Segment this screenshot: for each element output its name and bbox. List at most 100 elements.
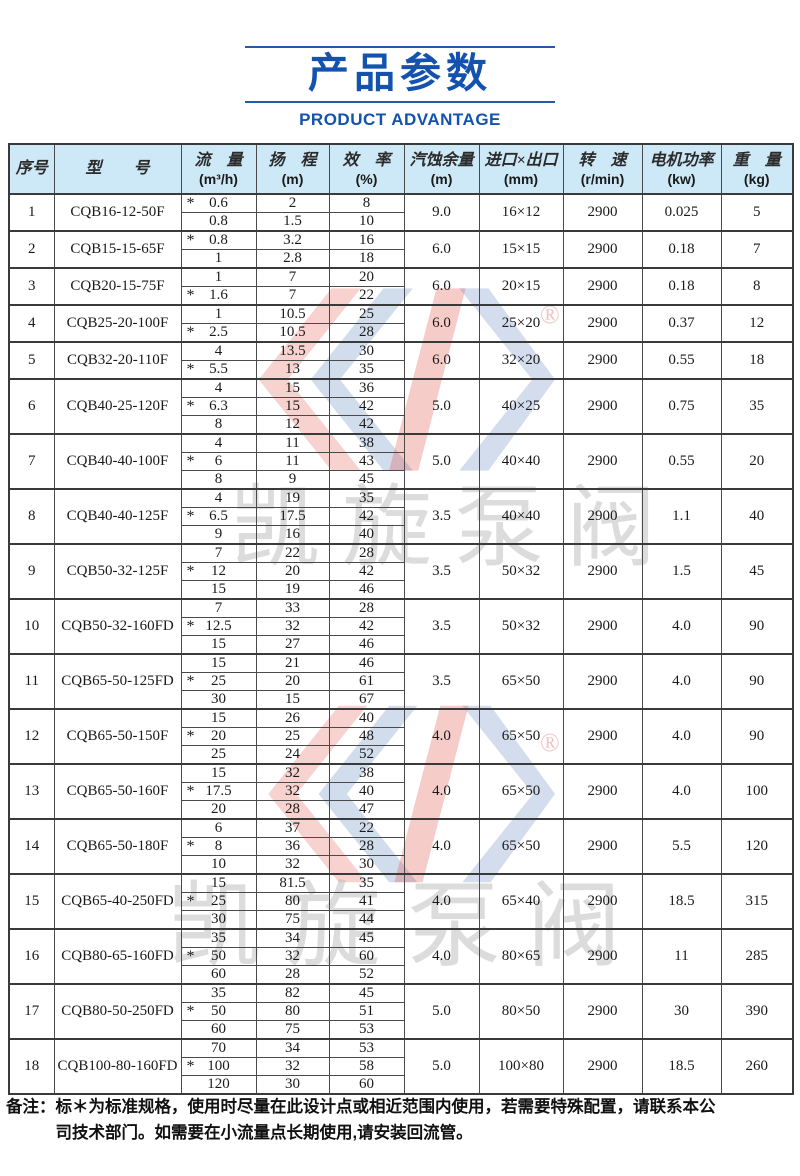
speed-cell: 2900 (562, 193, 643, 232)
efficiency-cell: 41 (328, 892, 405, 911)
head-cell: 9 (255, 470, 330, 490)
model-cell: CQB50-32-160FD (53, 598, 182, 655)
head-cell: 25 (255, 727, 330, 746)
flow-value: 9 (214, 526, 223, 542)
efficiency-cell: 52 (328, 745, 405, 765)
weight-cell: 7 (720, 230, 794, 269)
flow-value: 50 (211, 948, 226, 965)
head-cell: 75 (255, 910, 330, 930)
flow-value: 8 (214, 838, 223, 855)
table-row: 15 27 46 (9, 635, 793, 655)
weight-cell: 12 (720, 304, 794, 343)
head-cell: 2 (255, 193, 330, 213)
npsh-cell: 5.0 (403, 378, 480, 435)
table-row: * 50 80 51 (9, 1002, 793, 1021)
table-row: 3 CQB20-15-75F 1 7 20 6.0 20×15 2900 0.18 8 (8, 267, 794, 306)
head-cell: 15 (255, 690, 330, 710)
flow-value: 15 (211, 765, 226, 781)
table-row: * 6.3 15 42 (9, 397, 793, 416)
flow-value: 6 (214, 820, 223, 836)
model-cell: CQB65-50-150F (53, 708, 182, 765)
power-cell: 0.18 (641, 230, 722, 269)
flow-cell: 7 (180, 598, 257, 618)
standard-spec-star: * (186, 507, 195, 525)
flow-cell: 4 (180, 433, 257, 453)
head-cell: 75 (255, 1020, 330, 1040)
power-cell: 18.5 (641, 1038, 722, 1095)
speed-cell: 2900 (562, 543, 643, 600)
head-cell: 32 (255, 855, 330, 875)
power-cell: 18.5 (641, 873, 722, 930)
efficiency-cell: 38 (328, 433, 405, 453)
head-cell: 30 (255, 1075, 330, 1095)
power-cell: 5.5 (641, 818, 722, 875)
flow-cell: 7 (180, 543, 257, 563)
footnote: 备注： 标＊为标准规格，使用时尽量在此设计点或相近范围内使用，若需要特殊配置，请… (6, 1094, 796, 1147)
efficiency-cell: 25 (328, 304, 405, 324)
ports-cell: 80×65 (478, 928, 564, 985)
flow-cell: 4 (180, 378, 257, 398)
flow-cell: * 17.5 (180, 782, 257, 801)
flow-cell: * 6.3 (180, 397, 257, 416)
serial-cell: 14 (8, 818, 55, 875)
head-cell: 33 (255, 598, 330, 618)
flow-value: 60 (211, 1021, 226, 1037)
ports-cell: 65×50 (478, 653, 564, 710)
standard-spec-star: * (186, 947, 195, 965)
npsh-cell: 4.0 (403, 873, 480, 930)
ports-cell: 25×20 (478, 304, 564, 343)
speed-cell: 2900 (562, 433, 643, 490)
flow-value: 1 (214, 269, 223, 285)
ports-cell: 65×40 (478, 873, 564, 930)
flow-value: 0.6 (209, 195, 228, 211)
flow-cell: 35 (180, 983, 257, 1003)
speed-cell: 2900 (562, 873, 643, 930)
head-cell: 19 (255, 488, 330, 508)
flow-cell: 15 (180, 763, 257, 783)
head-cell: 34 (255, 928, 330, 948)
flow-cell: * 0.6 (180, 193, 257, 213)
column-header: 进口×出口 (mm) (478, 143, 564, 195)
head-cell: 82 (255, 983, 330, 1003)
flow-value: 5.5 (209, 361, 228, 377)
efficiency-cell: 51 (328, 1002, 405, 1021)
flow-value: 0.8 (209, 213, 228, 229)
head-cell: 37 (255, 818, 330, 838)
npsh-cell: 6.0 (403, 267, 480, 306)
head-cell: 7 (255, 286, 330, 306)
standard-spec-star: * (186, 1002, 195, 1020)
flow-value: 4 (214, 435, 223, 451)
model-cell: CQB15-15-65F (53, 230, 182, 269)
model-cell: CQB40-25-120F (53, 378, 182, 435)
ports-cell: 16×12 (478, 193, 564, 232)
power-cell: 11 (641, 928, 722, 985)
weight-cell: 90 (720, 653, 794, 710)
column-header: 序号 (8, 143, 55, 195)
speed-cell: 2900 (562, 598, 643, 655)
head-cell: 10.5 (255, 323, 330, 343)
efficiency-cell: 42 (328, 415, 405, 435)
table-row: 15 CQB65-40-250FD 15 81.5 35 4.0 65×40 2900 18.5… (8, 873, 794, 930)
table-row: 4 CQB25-20-100F 1 10.5 25 6.0 25×20 2900 0.37 12 (8, 304, 794, 343)
table-row: 16 CQB80-65-160FD 35 34 45 4.0 80×65 2900 11 285 (8, 928, 794, 985)
table-row: * 12 20 42 (9, 562, 793, 581)
column-header: 流 量 (m³/h) (180, 143, 257, 195)
model-cell: CQB40-40-100F (53, 433, 182, 490)
flow-value: 0.8 (209, 232, 228, 248)
flow-value: 35 (211, 985, 226, 1001)
efficiency-cell: 22 (328, 818, 405, 838)
efficiency-cell: 67 (328, 690, 405, 710)
serial-cell: 5 (8, 341, 55, 380)
flow-cell: * 12.5 (180, 617, 257, 636)
npsh-cell: 5.0 (403, 433, 480, 490)
flow-cell: * 6.5 (180, 507, 257, 526)
speed-cell: 2900 (562, 488, 643, 545)
efficiency-cell: 46 (328, 635, 405, 655)
head-cell: 22 (255, 543, 330, 563)
weight-cell: 100 (720, 763, 794, 820)
flow-value: 7 (214, 600, 223, 616)
head-cell: 34 (255, 1038, 330, 1058)
flow-value: 25 (211, 673, 226, 690)
flow-value: 100 (207, 1058, 230, 1075)
ports-cell: 40×25 (478, 378, 564, 435)
